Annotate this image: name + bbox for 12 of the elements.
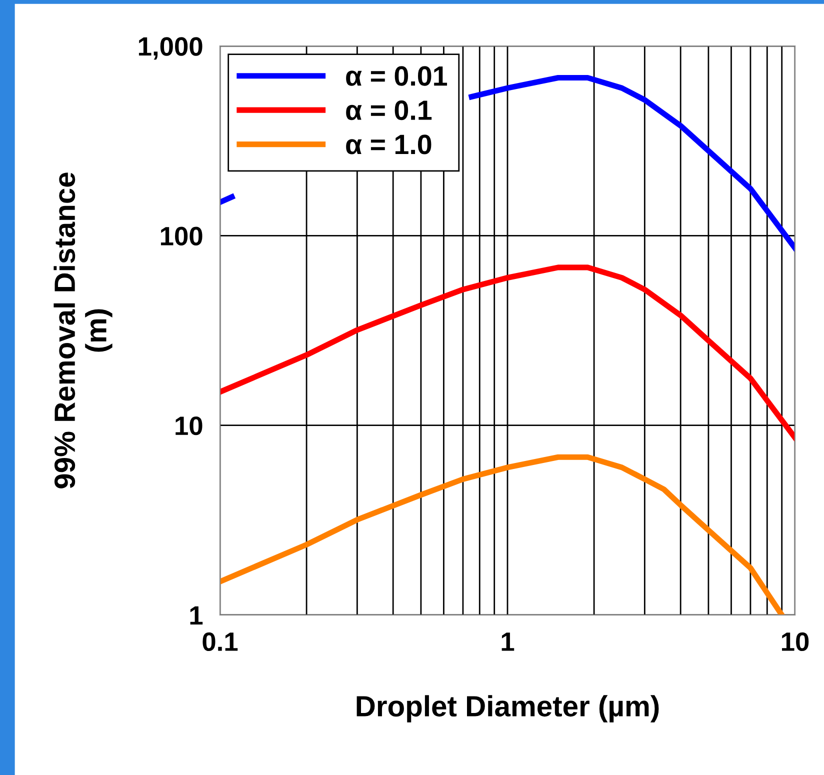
x-tick-label: 10 [782, 632, 809, 652]
legend-label: α = 0.1 [346, 100, 432, 120]
x-axis-title: Droplet Diameter (µm) [356, 695, 659, 722]
y-tick-label: 1,000 [138, 37, 202, 60]
x-tick-label: 0.1 [202, 632, 238, 652]
y-tick-label: 1 [190, 606, 203, 625]
y-tick-label: 100 [160, 226, 202, 246]
y-axis-title: 99% Removal Distance (m) [54, 172, 112, 488]
y-tick-label: 10 [176, 416, 202, 436]
x-tick-label: 1 [502, 632, 514, 651]
legend-label: α = 0.01 [346, 66, 448, 86]
legend-label: α = 1.0 [346, 134, 432, 154]
